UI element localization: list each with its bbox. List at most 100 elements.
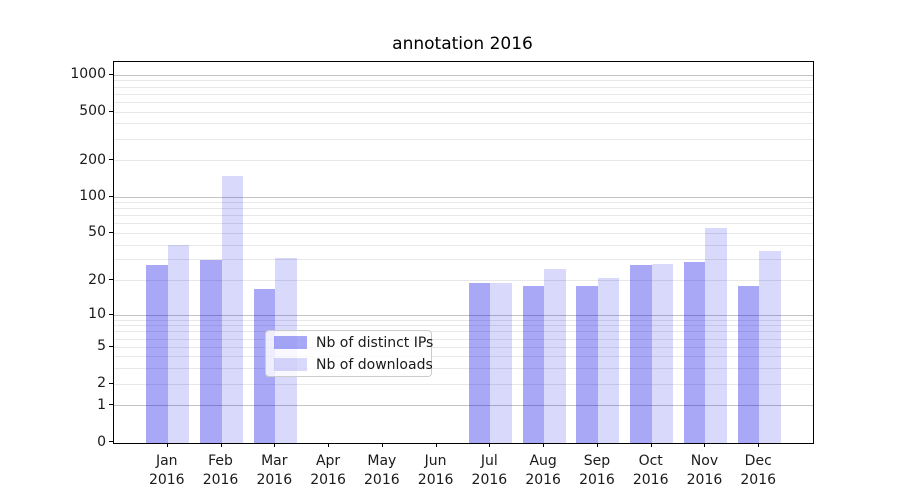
y-tick-label-1: 1 (97, 396, 106, 413)
bar-jul-downloads (490, 283, 512, 443)
minor-gridline (114, 80, 813, 82)
minor-gridline (114, 86, 813, 88)
x-tick-label-mar: Mar 2016 (256, 453, 293, 488)
legend-swatch-distinct-ips (274, 336, 307, 349)
y-tick-mark (109, 231, 113, 233)
x-tick-mark (274, 443, 276, 447)
bar-feb-downloads (221, 175, 244, 443)
bar-sep-ips (576, 285, 598, 443)
y-tick-mark (109, 345, 113, 347)
major-gridline (114, 405, 813, 407)
minor-gridline (114, 331, 813, 333)
x-tick-mark (435, 443, 437, 447)
x-tick-label-feb: Feb 2016 (202, 453, 239, 488)
y-tick-mark (109, 382, 113, 384)
y-tick-label-50: 50 (88, 224, 106, 241)
y-tick-mark (109, 279, 113, 281)
y-tick-mark (109, 404, 113, 406)
x-tick-mark (166, 443, 168, 447)
x-tick-mark (328, 443, 330, 447)
x-tick-mark (596, 443, 598, 447)
y-tick-mark (109, 441, 113, 442)
minor-gridline (114, 111, 813, 113)
bar-nov-ips (683, 261, 706, 443)
minor-gridline (114, 325, 813, 327)
minor-gridline (114, 356, 813, 358)
minor-gridline (114, 202, 813, 204)
bar-aug-downloads (544, 269, 566, 443)
bar-aug-ips (522, 285, 545, 443)
plot-area (113, 61, 814, 444)
y-tick-mark (109, 73, 113, 75)
y-tick-label-100: 100 (79, 188, 106, 205)
y-tick-label-10: 10 (88, 306, 106, 323)
x-tick-label-may: May 2016 (364, 453, 400, 488)
minor-gridline (114, 93, 813, 95)
legend-item-downloads: Nb of downloads (274, 357, 433, 373)
bar-sep-downloads (597, 278, 620, 443)
x-tick-label-oct: Oct 2016 (632, 453, 669, 488)
y-tick-mark (109, 110, 113, 112)
minor-gridline (114, 338, 813, 340)
minor-gridline (114, 346, 813, 348)
y-tick-label-500: 500 (79, 103, 106, 120)
bar-oct-downloads (651, 263, 674, 443)
y-tick-mark (109, 159, 113, 161)
y-tick-label-2: 2 (97, 375, 106, 392)
legend: Nb of distinct IPs Nb of downloads (265, 330, 433, 377)
y-tick-mark (109, 195, 113, 197)
x-tick-mark (220, 443, 222, 447)
x-tick-mark (704, 443, 706, 447)
x-tick-mark (758, 443, 760, 447)
bar-oct-ips (630, 265, 652, 443)
x-tick-label-nov: Nov 2016 (686, 453, 723, 488)
minor-gridline (114, 223, 813, 225)
x-tick-mark (381, 443, 383, 447)
y-tick-label-5: 5 (97, 338, 106, 355)
minor-gridline (114, 233, 813, 234)
bar-dec-ips (737, 285, 760, 443)
x-tick-label-sep: Sep 2016 (579, 453, 615, 488)
bar-jan-ips (146, 265, 168, 443)
major-gridline (114, 314, 813, 316)
x-tick-label-dec: Dec 2016 (740, 453, 777, 488)
minor-gridline (114, 368, 813, 370)
minor-gridline (114, 280, 813, 282)
y-tick-label-200: 200 (79, 151, 106, 168)
x-tick-mark (543, 443, 545, 447)
x-tick-label-jun: Jun 2016 (417, 453, 454, 488)
x-tick-label-jan: Jan 2016 (148, 453, 185, 488)
legend-swatch-downloads (274, 358, 307, 371)
legend-item-distinct-ips: Nb of distinct IPs (274, 335, 433, 351)
bar-feb-ips (200, 259, 222, 443)
x-tick-mark (489, 443, 491, 447)
minor-gridline (114, 244, 813, 246)
bar-jul-ips (468, 283, 491, 443)
legend-label-downloads: Nb of downloads (316, 356, 433, 373)
x-tick-label-jul: Jul 2016 (471, 453, 508, 488)
bar-dec-downloads (759, 250, 781, 443)
y-tick-label-0: 0 (97, 433, 106, 450)
minor-gridline (114, 138, 813, 140)
minor-gridline (114, 215, 813, 217)
y-tick-label-20: 20 (88, 271, 106, 288)
bar-mar-ips (253, 288, 276, 443)
bar-jan-downloads (167, 245, 190, 443)
y-tick-label-1000: 1000 (70, 66, 106, 83)
x-tick-label-aug: Aug 2016 (525, 453, 561, 488)
legend-label-distinct-ips: Nb of distinct IPs (316, 334, 434, 351)
minor-gridline (114, 160, 813, 162)
major-gridline (114, 74, 813, 76)
minor-gridline (114, 101, 813, 103)
y-tick-mark (109, 313, 113, 315)
x-tick-mark (650, 443, 652, 447)
x-tick-label-apr: Apr 2016 (310, 453, 346, 488)
minor-gridline (114, 259, 813, 261)
minor-gridline (114, 208, 813, 210)
bar-nov-downloads (705, 227, 727, 443)
chart-title: annotation 2016 (392, 34, 533, 54)
minor-gridline (114, 383, 813, 385)
minor-gridline (114, 319, 813, 321)
major-gridline (114, 196, 813, 198)
